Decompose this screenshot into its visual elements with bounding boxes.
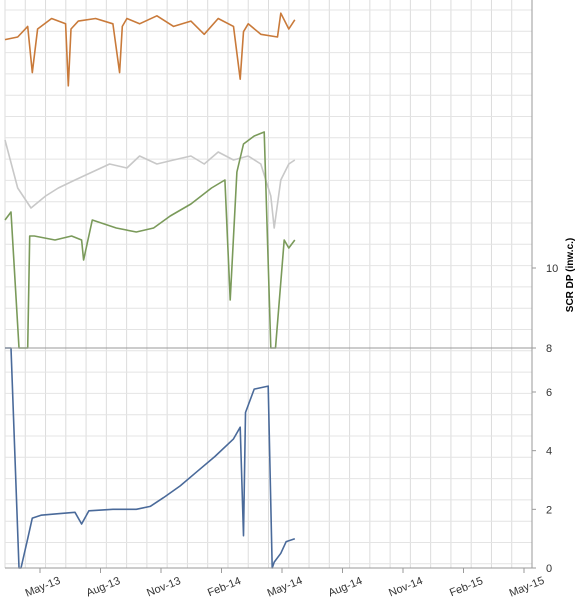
series-line-bottom-0 bbox=[5, 347, 296, 569]
y-tick-label: 6 bbox=[546, 387, 552, 399]
y-axis-title: SCR DP (inw.c.) bbox=[565, 238, 576, 312]
x-tick-label: Aug-13 bbox=[85, 575, 122, 599]
y-tick-label: 0 bbox=[546, 563, 552, 575]
y-tick-label: 2 bbox=[546, 504, 552, 516]
panels bbox=[4, 12, 296, 569]
y-tick-label: 4 bbox=[546, 446, 552, 458]
series-line-middle-0 bbox=[4, 139, 296, 229]
x-tick-label: May-14 bbox=[266, 575, 305, 600]
x-tick-label: Aug-14 bbox=[327, 575, 364, 599]
axes: 8 10 0 2 4 6 May-13 Aug-13 Nov-13 Feb-14 May-14 Aug… bbox=[5, 0, 558, 600]
series-line-middle-1 bbox=[4, 131, 296, 349]
x-tick-label: Feb-14 bbox=[206, 575, 243, 599]
y-tick-label: 8 bbox=[546, 343, 552, 355]
grid bbox=[4, 0, 533, 568]
x-tick-label: May-13 bbox=[24, 575, 63, 600]
x-tick-label: Feb-15 bbox=[448, 575, 485, 599]
x-tick-label: Nov-13 bbox=[145, 575, 182, 599]
x-tick-label: May-15 bbox=[508, 575, 547, 600]
y-tick-label: 10 bbox=[546, 263, 558, 275]
x-tick-label: Nov-14 bbox=[387, 575, 424, 599]
series-line-top-0 bbox=[4, 12, 296, 87]
